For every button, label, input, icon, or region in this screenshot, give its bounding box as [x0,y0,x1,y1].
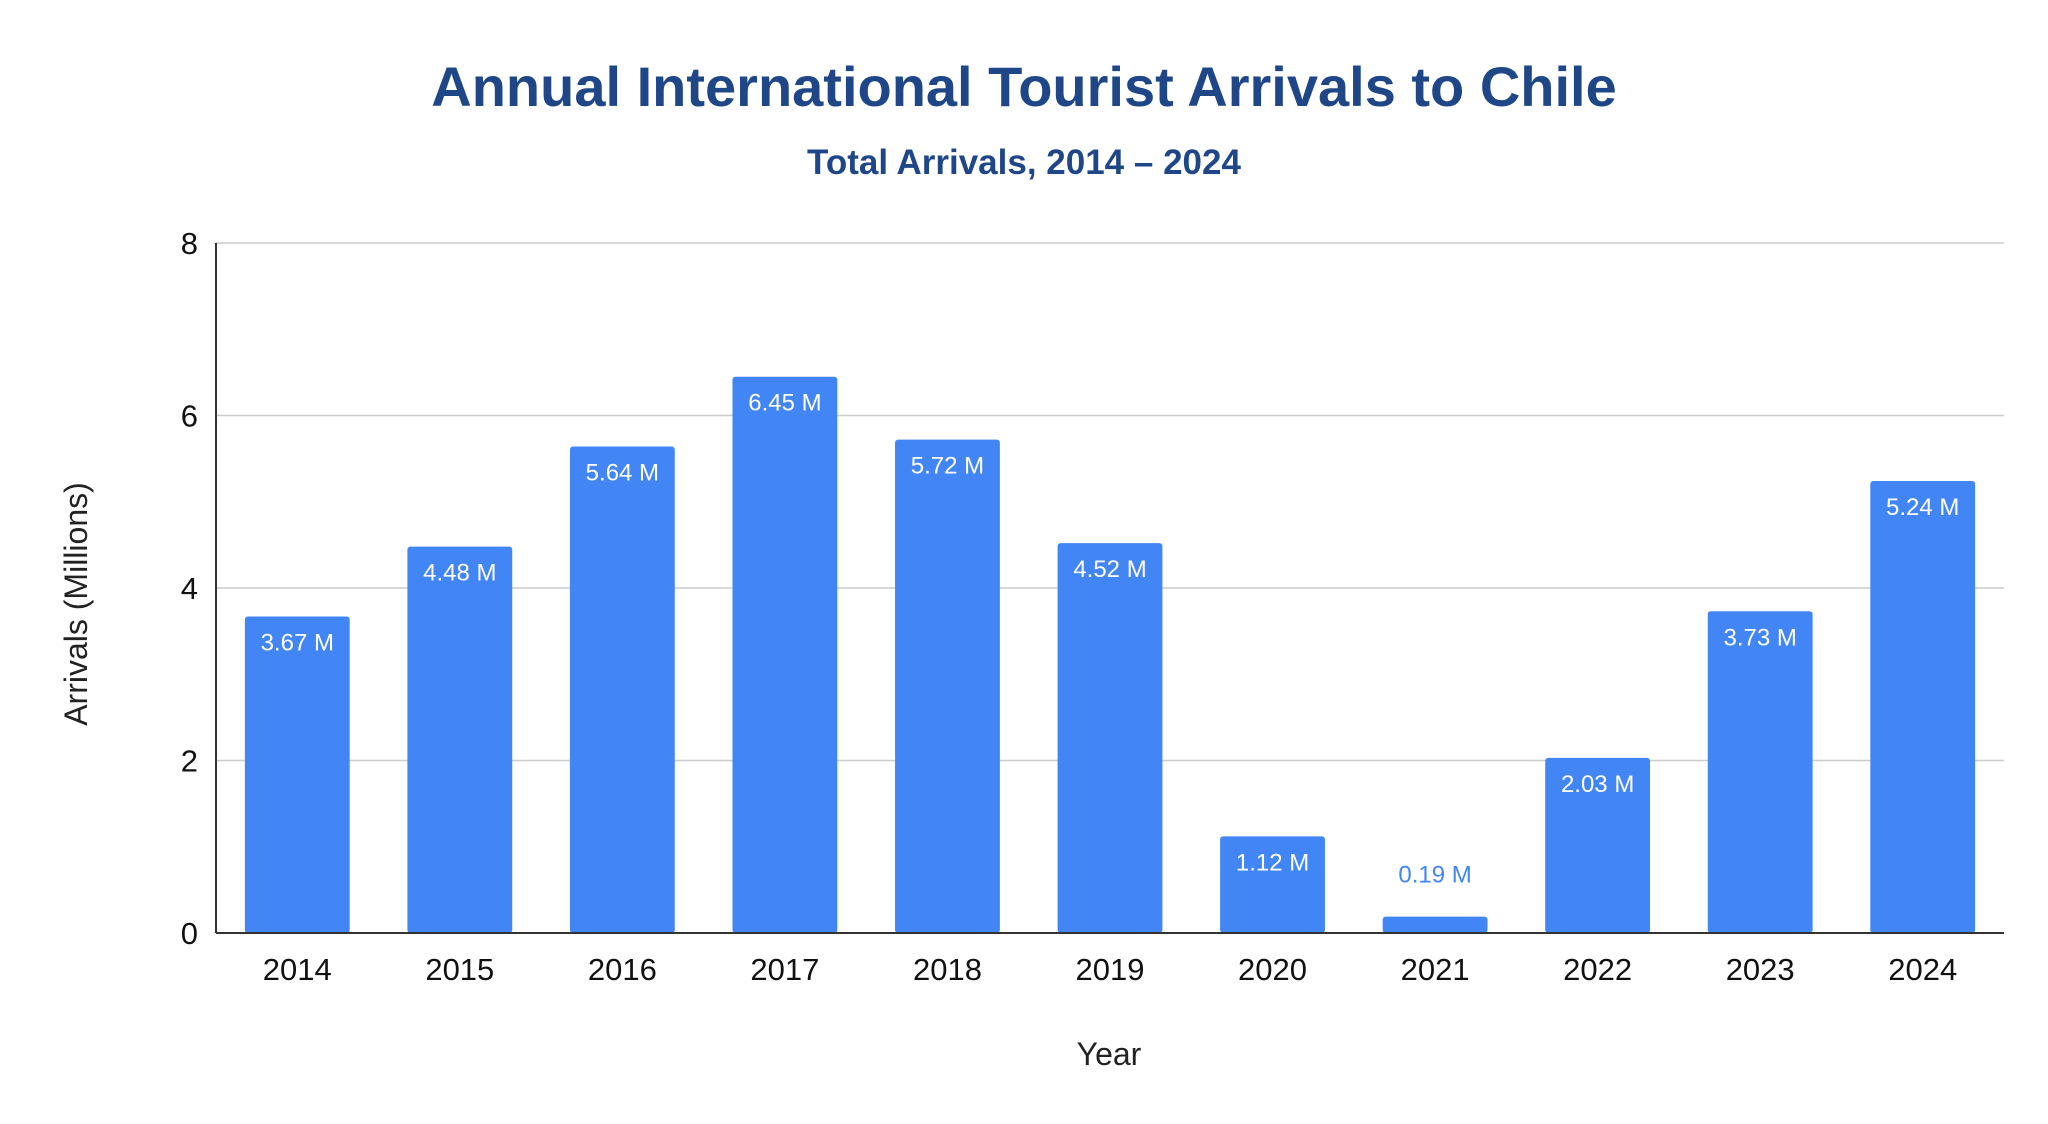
bar-2014 [244,616,350,933]
bar-2018 [895,439,1000,933]
data-label: 6.45 M [748,390,821,417]
data-label: 3.67 M [261,629,334,656]
x-tick-label: 2020 [1238,952,1307,987]
x-tick-label: 2023 [1726,952,1795,987]
x-axis-title: Year [1077,1036,1142,1072]
data-label: 1.12 M [1236,849,1309,876]
bar-2015 [407,546,513,933]
chart-subtitle: Total Arrivals, 2014 – 2024 [807,143,1241,182]
bars [244,376,1976,933]
axes: 0 2 4 6 8 2014 2015 2016 2017 2018 2019 2020 2021 202… [181,226,2004,987]
data-label: 2.03 M [1561,771,1634,798]
x-tick-label: 2021 [1401,952,1470,987]
x-tick-label: 2016 [588,952,657,987]
y-tick-label: 6 [181,399,198,434]
bar-2019 [1057,543,1163,933]
bar-2021 [1382,916,1488,933]
bar-2023 [1707,611,1813,933]
y-tick-label: 4 [181,571,198,606]
x-tick-label: 2022 [1563,952,1632,987]
y-tick-label: 0 [181,916,198,951]
x-tick-label: 2017 [750,952,819,987]
bar-2022 [1545,757,1651,933]
chart-title: Annual International Tourist Arrivals to… [431,55,1617,118]
x-tick-label: 2024 [1888,952,1957,987]
bar-2020 [1220,836,1325,933]
x-tick-label: 2015 [425,952,494,987]
bar-2024 [1870,481,1976,933]
data-label: 3.73 M [1723,624,1796,651]
data-label: 0.19 M [1398,862,1471,889]
data-label: 5.64 M [586,460,659,487]
data-label: 4.52 M [1073,556,1146,583]
data-label: 5.72 M [911,453,984,480]
data-labels: 3.67 M 4.48 M 5.64 M 6.45 M 5.72 M 4.52 M 1.12… [261,390,1960,889]
x-tick-label: 2018 [913,952,982,987]
data-label: 4.48 M [423,560,496,587]
x-tick-label: 2019 [1076,952,1145,987]
y-tick-label: 2 [181,744,198,779]
data-label: 5.24 M [1886,494,1959,521]
bar-2017 [732,376,838,933]
y-axis-title: Arrivals (Millions) [58,482,94,726]
y-tick-label: 8 [181,226,198,261]
x-tick-label: 2014 [263,952,332,987]
bar-2016 [569,446,675,933]
